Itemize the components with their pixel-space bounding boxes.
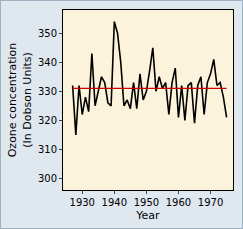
svg-text:1930: 1930	[70, 197, 95, 208]
svg-text:340: 340	[38, 57, 57, 68]
svg-text:320: 320	[38, 115, 57, 126]
svg-text:350: 350	[38, 28, 57, 39]
svg-text:Year: Year	[135, 209, 160, 222]
svg-text:330: 330	[38, 86, 57, 97]
svg-text:300: 300	[38, 173, 57, 184]
svg-text:1960: 1960	[166, 197, 191, 208]
svg-text:1940: 1940	[102, 197, 127, 208]
svg-text:1950: 1950	[134, 197, 159, 208]
svg-text:310: 310	[38, 144, 57, 155]
svg-text:Ozone concentration(In Dobson: Ozone concentration(In Dobson Units)	[6, 43, 33, 158]
svg-text:1970: 1970	[198, 197, 223, 208]
